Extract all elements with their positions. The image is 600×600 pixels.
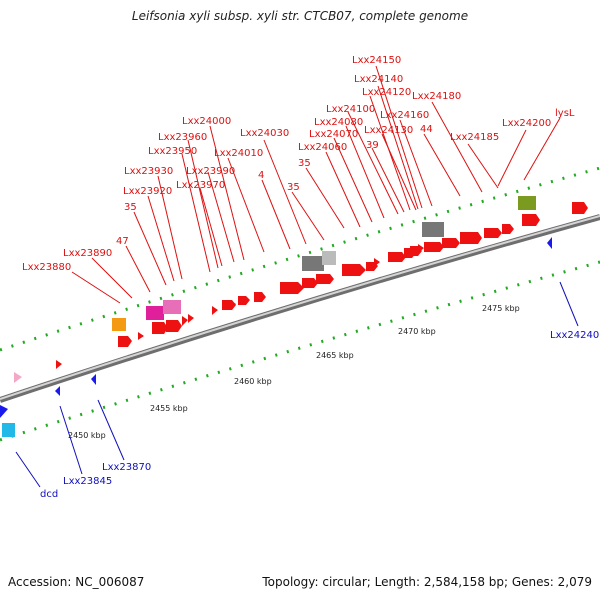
gene-arrow-forward: [138, 332, 144, 340]
genome-backbone-highlight: [0, 215, 600, 400]
leader-lines: [15, 65, 579, 488]
gene-arrow-forward: [316, 274, 334, 284]
gene-arrow-reverse: [91, 374, 96, 385]
gene-label: Lxx24185: [450, 132, 499, 143]
gene-arrow-reverse: [0, 405, 8, 418]
olive-feature: [518, 196, 536, 210]
gene-arrow-forward: [342, 264, 366, 276]
gene-arrow-forward: [152, 322, 168, 334]
gene-arrow-forward: [388, 252, 406, 262]
gene-arrow-forward: [230, 300, 236, 309]
gene-label: Lxx24080: [314, 117, 363, 128]
gene-label: Lxx23950: [148, 146, 197, 157]
gene-arrow-forward: [238, 296, 250, 305]
gene-arrow-forward: [374, 258, 380, 267]
scale-label: 2465 kbp: [316, 351, 354, 360]
gene-label: 4: [258, 170, 264, 181]
gene-arrow-forward: [502, 224, 514, 234]
rrna-block: [322, 251, 336, 265]
gene-label: Lxx24240: [550, 330, 599, 341]
gene-label: Lxx24180: [412, 91, 461, 102]
gene-arrow-forward: [442, 238, 460, 248]
gene-arrow-forward: [522, 214, 540, 226]
accession-text: Accession: NC_006087: [8, 575, 145, 589]
trna-block: [146, 306, 164, 320]
scale-label: 2475 kbp: [482, 304, 520, 313]
cyan-feature: [2, 423, 15, 437]
gene-arrow-forward: [424, 242, 444, 252]
gene-arrow-forward: [460, 232, 482, 244]
gene-arrow-forward: [182, 316, 188, 326]
gene-label: Lxx24200: [502, 118, 551, 129]
gene-label: Lxx24070: [309, 129, 358, 140]
gene-label: Lxx23960: [158, 132, 207, 143]
gene-label: 35: [298, 158, 311, 169]
scale-label: 2460 kbp: [234, 377, 272, 386]
orange-feature: [112, 318, 126, 331]
gene-label: Lxx24120: [362, 87, 411, 98]
outer-tick-row-lower: [0, 260, 600, 442]
gene-label: 44: [420, 124, 433, 135]
gene-label: Lxx24000: [182, 116, 231, 127]
gene-arrow-forward: [212, 306, 218, 315]
gene-arrow-reverse: [55, 386, 60, 396]
gene-label: 39: [366, 140, 379, 151]
gene-arrow-forward: [302, 278, 318, 288]
genome-title: Leifsonia xyli subsp. xyli str. CTCB07, …: [131, 9, 469, 23]
scale-labels: 2450 kbp 2455 kbp 2460 kbp 2465 kbp 2470…: [68, 304, 520, 440]
gene-label: 47: [116, 236, 129, 247]
gene-arrow-forward: [280, 282, 304, 294]
gene-label: Lxx23880: [22, 262, 71, 273]
gene-label: 35: [124, 202, 137, 213]
scale-label: 2470 kbp: [398, 327, 436, 336]
genome-summary-text: Topology: circular; Length: 2,584,158 bp…: [262, 575, 592, 589]
gene-label: dcd: [40, 489, 58, 500]
gene-arrow-forward: [418, 244, 424, 253]
reverse-genes: [0, 237, 552, 418]
gene-label: Lxx24010: [214, 148, 263, 159]
gene-label: Lxx23930: [124, 166, 173, 177]
gene-arrow-forward: [188, 314, 194, 323]
reverse-gene-labels: dcd Lxx23845 Lxx23870 Lxx24240: [40, 330, 599, 500]
outer-tick-row-upper: [0, 166, 600, 352]
gene-label: 35: [287, 182, 300, 193]
gene-label: Lxx24150: [352, 55, 401, 66]
scale-label: 2455 kbp: [150, 404, 188, 413]
gene-arrow-forward: [254, 292, 266, 302]
gene-label: Lxx24100: [326, 104, 375, 115]
rrna-block: [422, 222, 444, 237]
gene-label: lysL: [555, 108, 575, 119]
gene-label: Lxx24060: [298, 142, 347, 153]
gene-arrow-reverse: [547, 237, 552, 249]
gene-arrow-forward: [118, 336, 132, 347]
gene-arrow-forward: [572, 202, 588, 214]
gene-label: Lxx23890: [63, 248, 112, 259]
gene-label: Lxx24030: [240, 128, 289, 139]
trna-block: [163, 300, 181, 314]
light-pink-feature: [14, 372, 22, 383]
gene-label: Lxx23970: [176, 180, 225, 191]
gene-label: Lxx24160: [380, 110, 429, 121]
gene-label: Lxx24130: [364, 125, 413, 136]
feature-blocks: [2, 196, 536, 437]
gene-label: Lxx23870: [102, 462, 151, 473]
forward-gene-labels: Lxx23880 Lxx23890 47 35 Lxx23920 Lxx2393…: [22, 55, 575, 273]
gene-arrow-forward: [56, 360, 62, 369]
gene-arrow-forward: [484, 228, 502, 238]
gene-label: Lxx23845: [63, 476, 112, 487]
gene-label: Lxx24140: [354, 74, 403, 85]
gene-label: Lxx23990: [186, 166, 235, 177]
rrna-block: [302, 256, 324, 271]
forward-genes: [56, 202, 588, 369]
gene-arrow-forward: [166, 320, 182, 332]
scale-label: 2450 kbp: [68, 431, 106, 440]
gene-label: Lxx23920: [123, 186, 172, 197]
